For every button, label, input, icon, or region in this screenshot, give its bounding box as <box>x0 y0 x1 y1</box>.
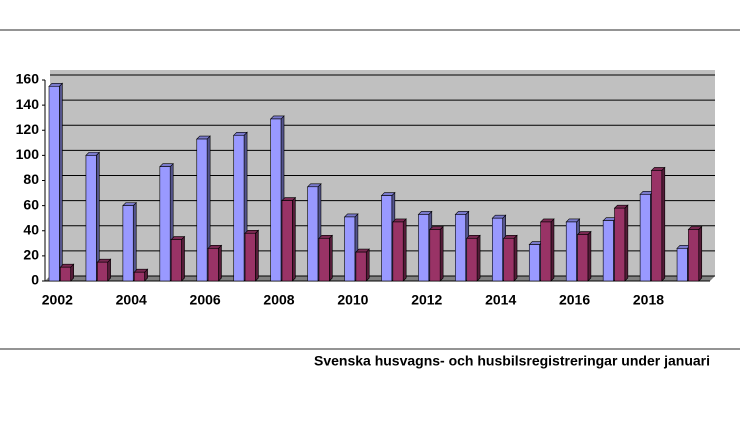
bar <box>122 205 134 282</box>
bar <box>676 248 688 282</box>
bar <box>159 166 171 282</box>
bar-side <box>661 166 666 282</box>
bar <box>60 266 71 282</box>
bar <box>639 194 651 282</box>
bar <box>318 237 330 282</box>
bar <box>614 207 626 282</box>
bar <box>688 229 700 282</box>
bar-side <box>59 82 63 282</box>
bar <box>565 221 577 282</box>
y-tick-label: 40 <box>23 221 39 237</box>
bar <box>577 234 589 282</box>
bar-side <box>365 248 370 282</box>
bar <box>466 237 478 282</box>
bar <box>455 214 467 282</box>
y-tick-label: 80 <box>23 171 39 187</box>
y-tick-label: 60 <box>23 196 39 212</box>
bar <box>651 170 663 282</box>
bar <box>96 261 108 282</box>
bar-side <box>550 218 555 282</box>
bar-side <box>181 235 185 282</box>
bar-side <box>218 244 222 282</box>
y-tick-label: 140 <box>16 96 40 112</box>
bar-side <box>255 229 259 282</box>
bar <box>207 248 219 282</box>
x-tick-label: 2006 <box>190 292 221 308</box>
bar <box>528 244 540 282</box>
bar <box>48 85 60 282</box>
bar <box>503 237 515 282</box>
bar <box>602 220 614 282</box>
x-tick-label: 2012 <box>411 292 442 308</box>
bar <box>233 134 245 282</box>
bar <box>170 239 182 282</box>
bar <box>133 271 145 282</box>
chart-title: Svenska husvagns- och husbilsregistrerin… <box>314 353 710 369</box>
bar <box>540 221 552 282</box>
bar <box>429 229 441 282</box>
y-tick-label: 100 <box>16 146 40 162</box>
bar-side <box>132 201 137 282</box>
bar-side <box>624 204 629 282</box>
y-tick-label: 120 <box>16 121 40 137</box>
x-tick-label: 2002 <box>42 292 73 308</box>
x-tick-label: 2010 <box>337 292 368 308</box>
x-tick-label: 2014 <box>485 292 516 308</box>
bar-side <box>439 225 444 282</box>
bar <box>244 232 256 282</box>
bar <box>392 221 404 282</box>
bar-side <box>402 218 407 282</box>
bar <box>355 251 367 282</box>
bar <box>381 195 393 282</box>
bar <box>85 155 97 282</box>
y-tick-label: 160 <box>16 71 40 87</box>
bar <box>418 214 430 282</box>
bar-side <box>292 196 296 282</box>
y-tick-label: 0 <box>31 272 39 288</box>
x-tick-label: 2016 <box>559 292 590 308</box>
x-tick-label: 2018 <box>633 292 664 308</box>
bar <box>270 118 282 282</box>
bar-side <box>698 225 703 282</box>
bar-side <box>107 258 111 282</box>
y-tick-label: 20 <box>23 247 39 263</box>
x-tick-label: 2008 <box>263 292 294 308</box>
bar <box>196 138 208 282</box>
x-tick-label: 2004 <box>116 292 147 308</box>
bar-side <box>476 234 481 282</box>
bar <box>281 200 293 282</box>
bar-side <box>513 234 518 282</box>
bar-side <box>587 230 592 282</box>
bar <box>344 216 356 282</box>
bar-side <box>329 234 333 282</box>
bar <box>492 217 503 282</box>
bar <box>307 186 319 282</box>
